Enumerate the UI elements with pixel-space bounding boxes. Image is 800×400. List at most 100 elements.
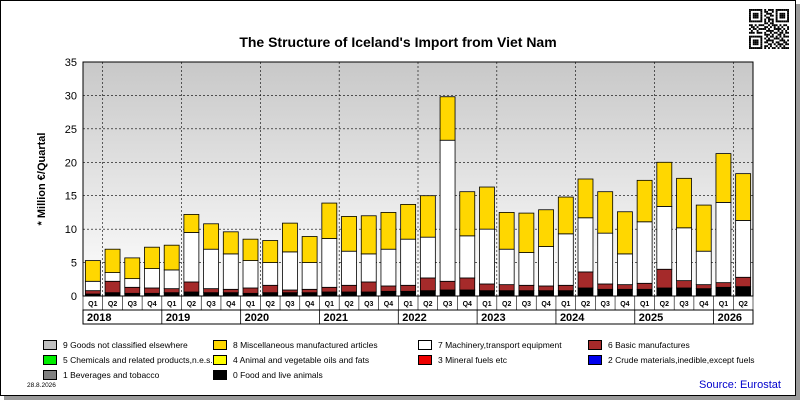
bar-segment: [439, 280, 456, 291]
bar-segment: [676, 227, 692, 282]
legend-item: 1 Beverages and tobacco: [43, 369, 159, 381]
x-tick-label-year: 2021: [323, 312, 347, 324]
bar-segment: [597, 191, 614, 234]
bar-segment: [676, 287, 692, 297]
y-tick-label: 0: [71, 291, 77, 303]
bar-segment: [262, 262, 279, 286]
x-tick-label-quarter: Q1: [167, 301, 176, 308]
x-tick-label-quarter: Q1: [88, 301, 97, 308]
bar-segment: [597, 288, 614, 297]
date-note: 28.8.2026: [27, 382, 56, 389]
bar-segment: [419, 290, 436, 297]
x-tick-label-quarter: Q1: [719, 301, 728, 308]
x-tick-label-quarter: Q4: [463, 301, 472, 308]
x-tick-label-year: 2023: [481, 312, 505, 324]
x-tick-label-quarter: Q4: [620, 301, 629, 308]
bar-segment: [439, 96, 456, 141]
bar-segment: [617, 288, 633, 297]
legend-swatch: [213, 370, 227, 380]
legend-label: 1 Beverages and tobacco: [63, 370, 160, 380]
bar-segment: [695, 284, 712, 290]
x-tick-label-quarter: Q4: [541, 301, 550, 308]
bar-segment: [163, 292, 180, 297]
y-tick-label: 35: [65, 57, 77, 69]
bar-segment: [498, 248, 515, 286]
bar-segment: [203, 288, 219, 294]
bar-segment: [479, 186, 495, 230]
bar-segment: [380, 285, 397, 292]
legend-label: 5 Chemicals and related products,n.e.s.: [63, 355, 213, 365]
bar-segment: [282, 292, 298, 297]
bar-segment: [538, 290, 554, 297]
bar-segment: [380, 248, 397, 287]
x-tick-label-quarter: Q3: [522, 301, 531, 308]
y-tick-label: 30: [65, 90, 77, 102]
bar-segment: [163, 288, 180, 294]
legend-swatch: [588, 355, 602, 365]
legend-swatch: [43, 355, 57, 365]
source-note: Source: Eurostat: [699, 379, 781, 391]
x-tick-label-quarter: Q3: [285, 301, 294, 308]
bar-segment: [400, 238, 417, 286]
bar-segment: [183, 281, 200, 293]
bar-segment: [715, 286, 732, 297]
bar-segment: [301, 262, 318, 290]
x-tick-label-quarter: Q1: [246, 301, 255, 308]
bar-segment: [400, 284, 417, 292]
bar-segment: [84, 290, 101, 295]
bar-segment: [124, 257, 141, 280]
x-tick-label-year: 2025: [639, 312, 663, 324]
bar-segment: [479, 228, 495, 285]
y-tick-label: 10: [65, 224, 77, 236]
x-tick-label-quarter: Q4: [226, 301, 235, 308]
bar-segment: [124, 278, 141, 288]
x-tick-label-quarter: Q2: [423, 301, 432, 308]
bar-segment: [636, 282, 653, 290]
bar-segment: [282, 289, 298, 294]
legend-label: 2 Crude materials,inedible,except fuels: [608, 355, 755, 365]
bar-segment: [518, 290, 535, 297]
bar-segment: [557, 284, 574, 292]
bar-segment: [321, 202, 338, 239]
bar-segment: [360, 281, 377, 293]
bar-segment: [380, 212, 397, 250]
x-tick-label-quarter: Q2: [108, 301, 117, 308]
bar-segment: [577, 271, 594, 289]
x-tick-label-quarter: Q1: [561, 301, 570, 308]
x-tick-label-quarter: Q2: [187, 301, 196, 308]
legend-swatch: [588, 340, 602, 350]
legend-label: 7 Machinery,transport equipment: [438, 340, 562, 350]
bar-segment: [242, 287, 259, 294]
legend-swatch: [43, 370, 57, 380]
x-tick-label-year: 2024: [560, 312, 585, 324]
bar-segment: [695, 204, 712, 252]
bar-segment: [636, 221, 653, 284]
bar-segment: [617, 211, 633, 255]
bar-segment: [301, 292, 318, 297]
year-band: [82, 309, 754, 325]
legend-label: 9 Goods not classified elsewhere: [63, 340, 188, 350]
bar-segment: [84, 280, 101, 292]
bar-segment: [735, 220, 752, 278]
x-tick-label-year: 2022: [402, 312, 426, 324]
bar-segment: [222, 292, 239, 297]
legend-item: 0 Food and live animals: [213, 369, 323, 381]
legend-swatch: [43, 340, 57, 350]
x-tick-label-quarter: Q3: [364, 301, 373, 308]
bar-segment: [715, 201, 732, 284]
bar-segment: [518, 284, 535, 292]
bar-segment: [321, 291, 338, 297]
bar-segment: [262, 240, 279, 263]
bar-segment: [676, 177, 692, 229]
bar-segment: [538, 246, 554, 287]
bar-segment: [636, 288, 653, 297]
bar-segment: [479, 290, 495, 297]
bar-segment: [419, 236, 436, 279]
x-tick-label-quarter: Q4: [147, 301, 156, 308]
legend-item: 5 Chemicals and related products,n.e.s.: [43, 354, 213, 366]
bar-segment: [735, 173, 752, 221]
bar-segment: [498, 284, 515, 292]
x-tick-label-quarter: Q1: [482, 301, 491, 308]
x-tick-label-quarter: Q2: [738, 301, 747, 308]
